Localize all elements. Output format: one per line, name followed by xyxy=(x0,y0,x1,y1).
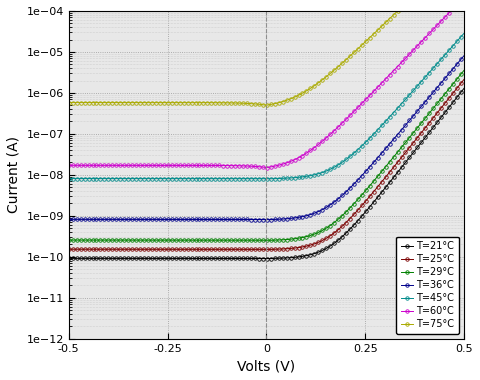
T=36°C xyxy=(245,217,251,222)
T=25°C xyxy=(168,247,173,252)
T=25°C xyxy=(263,247,269,252)
Line: T=36°C: T=36°C xyxy=(67,54,466,222)
T=25°C xyxy=(364,197,370,202)
T=75°C xyxy=(300,91,305,95)
T=21°C xyxy=(364,207,370,212)
T=45°C xyxy=(461,31,467,35)
T=21°C xyxy=(331,241,336,246)
T=25°C xyxy=(300,245,305,249)
T=36°C xyxy=(168,217,173,222)
T=29°C xyxy=(331,221,336,225)
Legend: T=21°C, T=25°C, T=29°C, T=36°C, T=45°C, T=60°C, T=75°C: T=21°C, T=25°C, T=29°C, T=36°C, T=45°C, … xyxy=(396,237,459,334)
T=45°C xyxy=(168,176,173,181)
T=60°C xyxy=(136,163,142,168)
T=21°C xyxy=(300,254,305,259)
T=29°C xyxy=(364,187,370,191)
T=45°C xyxy=(263,176,269,181)
T=25°C xyxy=(66,247,72,252)
T=25°C xyxy=(461,77,467,81)
T=29°C xyxy=(263,238,269,243)
Y-axis label: Current (A): Current (A) xyxy=(7,136,21,213)
T=45°C xyxy=(331,165,336,170)
T=60°C xyxy=(331,129,336,134)
T=36°C xyxy=(364,168,370,172)
T=21°C xyxy=(168,256,173,261)
T=21°C xyxy=(245,256,251,261)
T=45°C xyxy=(364,138,370,143)
Line: T=45°C: T=45°C xyxy=(67,31,466,180)
T=36°C xyxy=(136,217,142,222)
T=45°C xyxy=(245,176,251,181)
T=75°C xyxy=(263,103,269,108)
T=75°C xyxy=(331,68,336,73)
T=75°C xyxy=(364,38,370,42)
T=60°C xyxy=(66,163,72,168)
T=45°C xyxy=(136,176,142,181)
T=29°C xyxy=(461,68,467,72)
T=75°C xyxy=(168,100,173,105)
T=21°C xyxy=(136,256,142,261)
T=36°C xyxy=(331,200,336,205)
Line: T=60°C: T=60°C xyxy=(67,0,466,169)
T=36°C xyxy=(300,214,305,219)
T=36°C xyxy=(263,217,269,222)
T=36°C xyxy=(66,217,72,222)
T=60°C xyxy=(168,163,173,168)
Line: T=29°C: T=29°C xyxy=(67,68,466,242)
T=75°C xyxy=(66,100,72,105)
T=29°C xyxy=(66,238,72,242)
T=60°C xyxy=(364,96,370,100)
T=60°C xyxy=(245,164,251,168)
T=29°C xyxy=(245,238,251,242)
T=60°C xyxy=(300,153,305,158)
Line: T=25°C: T=25°C xyxy=(67,78,466,251)
T=75°C xyxy=(136,100,142,105)
T=25°C xyxy=(136,247,142,252)
T=45°C xyxy=(66,176,72,181)
T=60°C xyxy=(263,165,269,170)
T=25°C xyxy=(331,231,336,236)
T=21°C xyxy=(66,256,72,261)
T=75°C xyxy=(245,101,251,106)
Line: T=21°C: T=21°C xyxy=(67,86,466,260)
T=21°C xyxy=(461,86,467,90)
T=29°C xyxy=(168,238,173,242)
Line: T=75°C: T=75°C xyxy=(67,0,466,107)
T=29°C xyxy=(300,235,305,240)
T=21°C xyxy=(263,256,269,261)
T=45°C xyxy=(300,175,305,179)
T=36°C xyxy=(461,53,467,58)
T=29°C xyxy=(136,238,142,242)
T=25°C xyxy=(245,247,251,252)
X-axis label: Volts (V): Volts (V) xyxy=(238,359,296,373)
